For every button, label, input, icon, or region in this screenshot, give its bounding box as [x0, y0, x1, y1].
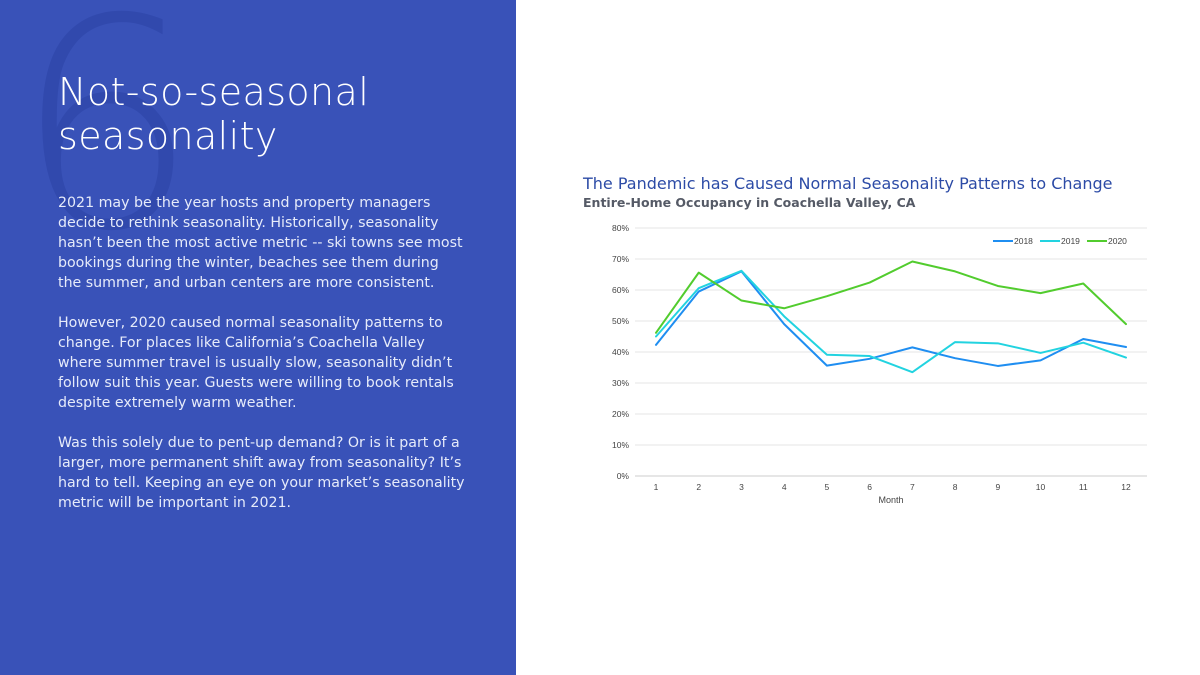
legend-label: 2018 — [1014, 236, 1033, 246]
slide-title: Not-so-seasonal seasonality — [58, 70, 488, 158]
paragraph: However, 2020 caused normal seasonality … — [58, 315, 454, 411]
series-line-2019 — [655, 269, 1127, 374]
left-panel: 6 Not-so-seasonal seasonality 2021 may b… — [0, 0, 516, 675]
x-tick-label: 12 — [1121, 482, 1131, 492]
series-line-2020 — [655, 260, 1127, 334]
chart-subtitle: Entire-Home Occupancy in Coachella Valle… — [583, 195, 916, 210]
x-tick-label: 1 — [654, 482, 659, 492]
x-tick-label: 2 — [696, 482, 701, 492]
series-line-2018 — [655, 270, 1127, 367]
x-axis-title: Month — [878, 495, 903, 505]
slide-title-line-2: seasonality — [58, 114, 278, 158]
y-tick-label: 0% — [617, 471, 630, 481]
y-tick-label: 80% — [612, 223, 629, 233]
slide-number: 6 — [14, 0, 199, 295]
x-tick-label: 11 — [1079, 482, 1088, 492]
y-tick-label: 30% — [612, 378, 629, 388]
y-tick-label: 20% — [612, 409, 629, 419]
y-tick-label: 60% — [612, 285, 629, 295]
x-tick-label: 7 — [910, 482, 915, 492]
x-tick-label: 5 — [825, 482, 830, 492]
slide-title-line-1: Not-so-seasonal — [58, 70, 370, 114]
legend-label: 2019 — [1061, 236, 1080, 246]
x-tick-label: 6 — [867, 482, 872, 492]
legend-label: 2020 — [1108, 236, 1127, 246]
y-tick-label: 10% — [612, 440, 629, 450]
y-tick-label: 50% — [612, 316, 629, 326]
y-tick-label: 40% — [612, 347, 629, 357]
x-tick-label: 4 — [782, 482, 787, 492]
x-tick-label: 9 — [995, 482, 1000, 492]
x-tick-label: 10 — [1036, 482, 1046, 492]
y-tick-label: 70% — [612, 254, 629, 264]
x-tick-label: 3 — [739, 482, 744, 492]
chart-title: The Pandemic has Caused Normal Seasonali… — [583, 174, 1113, 193]
x-tick-label: 8 — [953, 482, 958, 492]
line-chart: 0%10%20%30%40%50%60%70%80%1 2 3 4 5 6 7 8 9 10 11 1… — [612, 223, 1147, 505]
paragraph: Was this solely due to pent-up demand? O… — [58, 435, 465, 511]
body-text: 2021 may be the year hosts and property … — [58, 193, 466, 533]
paragraph: 2021 may be the year hosts and property … — [58, 195, 463, 291]
